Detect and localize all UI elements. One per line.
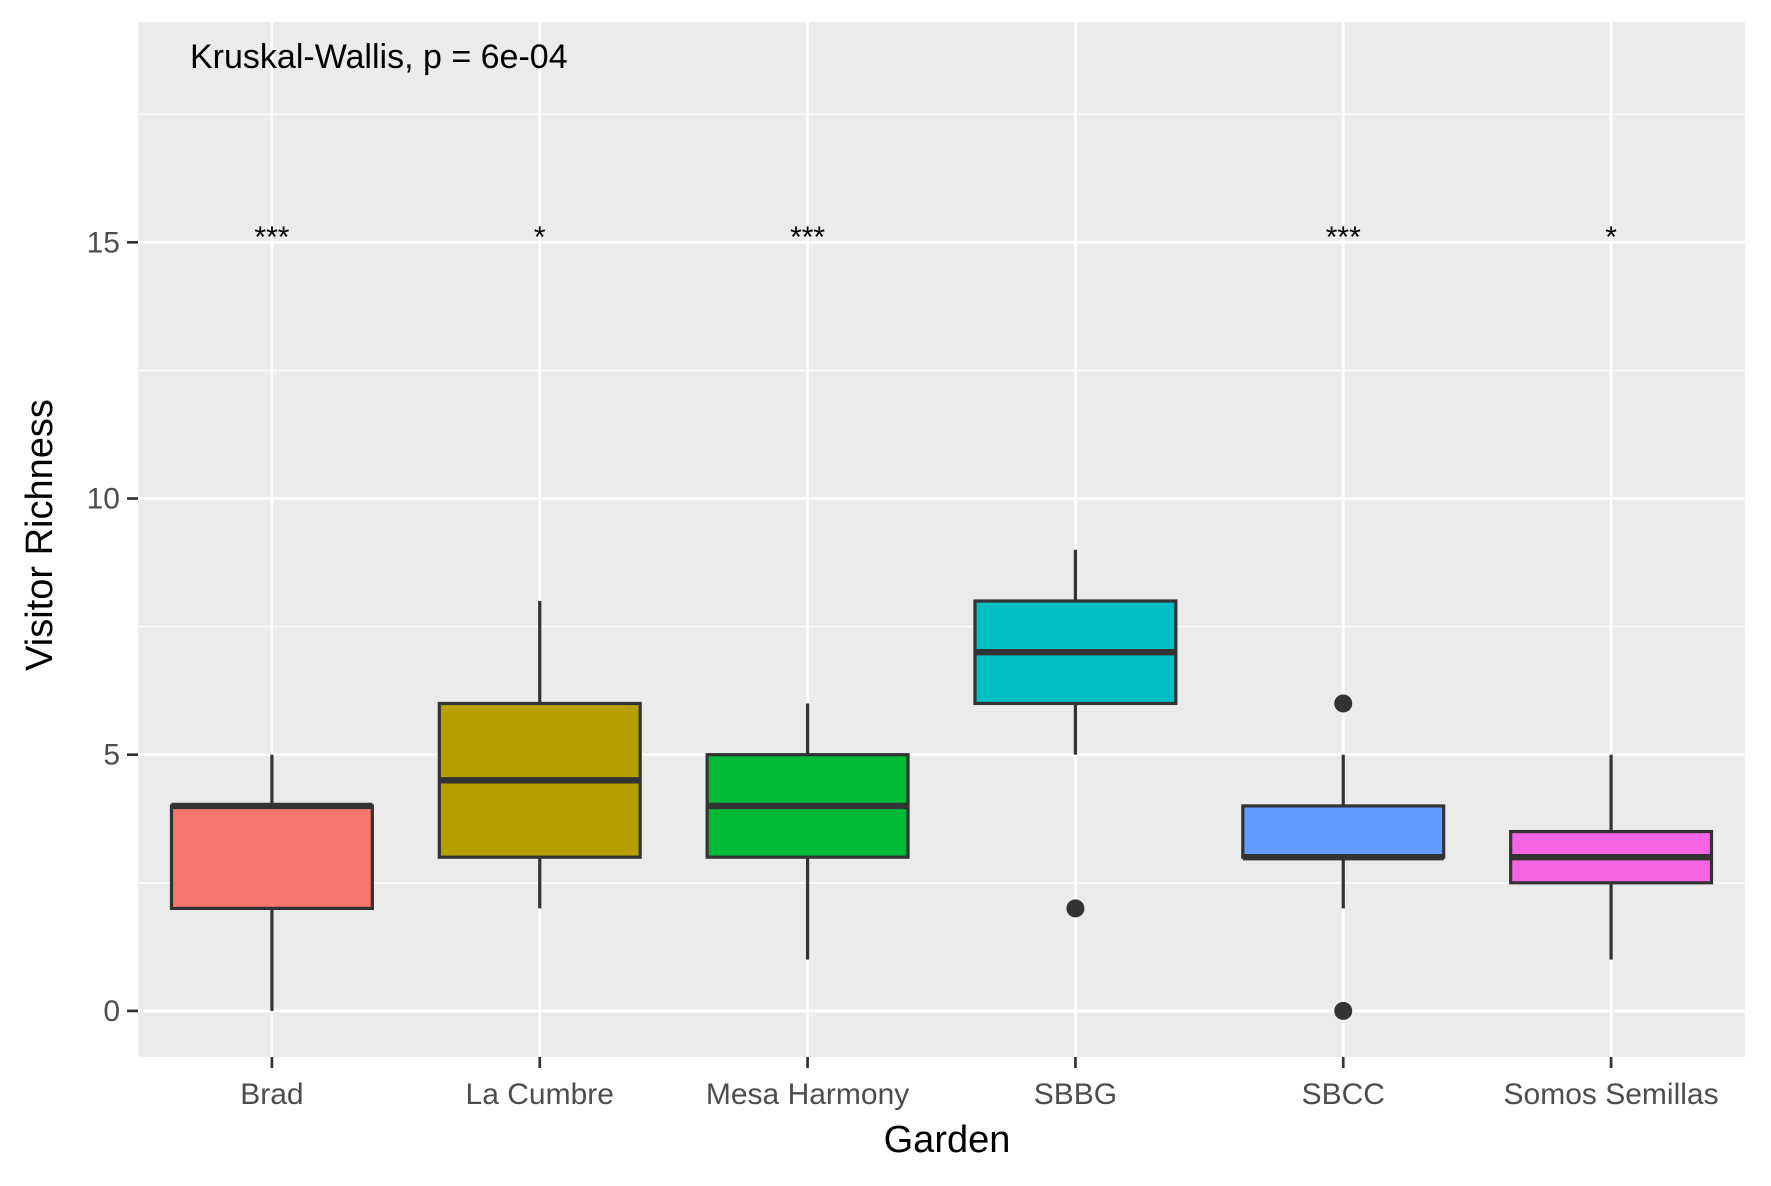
box-sbcc [1241, 694, 1446, 1020]
y-axis: 0 5 10 15 [87, 226, 138, 1028]
outlier-point [1334, 1001, 1353, 1020]
x-axis: Brad La Cumbre Mesa Harmony SBBG SBCC Somos S… [240, 1057, 1719, 1111]
box-body [169, 804, 374, 911]
x-tick-label: SBBG [1034, 1078, 1117, 1111]
box-brad [169, 754, 374, 1011]
x-tick-label: Brad [240, 1078, 303, 1111]
significance-label: *** [790, 221, 825, 254]
y-tick-label: 0 [103, 995, 120, 1028]
box-series [169, 549, 1714, 1020]
minor-gridlines [138, 113, 1745, 884]
plot-panel [138, 22, 1745, 1057]
y-axis-title: Visitor Richness [19, 399, 61, 671]
box-la-cumbre [437, 600, 642, 909]
y-tick-label: 10 [87, 483, 120, 516]
significance-label: * [1605, 221, 1617, 254]
x-axis-title: Garden [884, 1119, 1011, 1161]
x-tick-label: La Cumbre [466, 1078, 614, 1111]
box-mesa-harmony [705, 703, 910, 960]
x-tick-label: Mesa Harmony [706, 1078, 909, 1111]
outlier-point [1066, 899, 1085, 918]
x-tick-label: Somos Semillas [1504, 1078, 1719, 1111]
significance-labels: *** * *** *** * [254, 221, 1617, 254]
box-somos-semillas [1509, 754, 1714, 960]
y-tick-label: 15 [87, 226, 120, 259]
kruskal-wallis-annotation: Kruskal-Wallis, p = 6e-04 [190, 38, 568, 76]
outlier-point [1334, 694, 1353, 713]
significance-label: *** [254, 221, 289, 254]
significance-label: *** [1326, 221, 1361, 254]
box-body [1241, 804, 1446, 859]
x-tick-label: SBCC [1302, 1078, 1385, 1111]
significance-label: * [534, 221, 546, 254]
y-tick-label: 5 [103, 739, 120, 772]
box-sbbg [973, 549, 1178, 918]
